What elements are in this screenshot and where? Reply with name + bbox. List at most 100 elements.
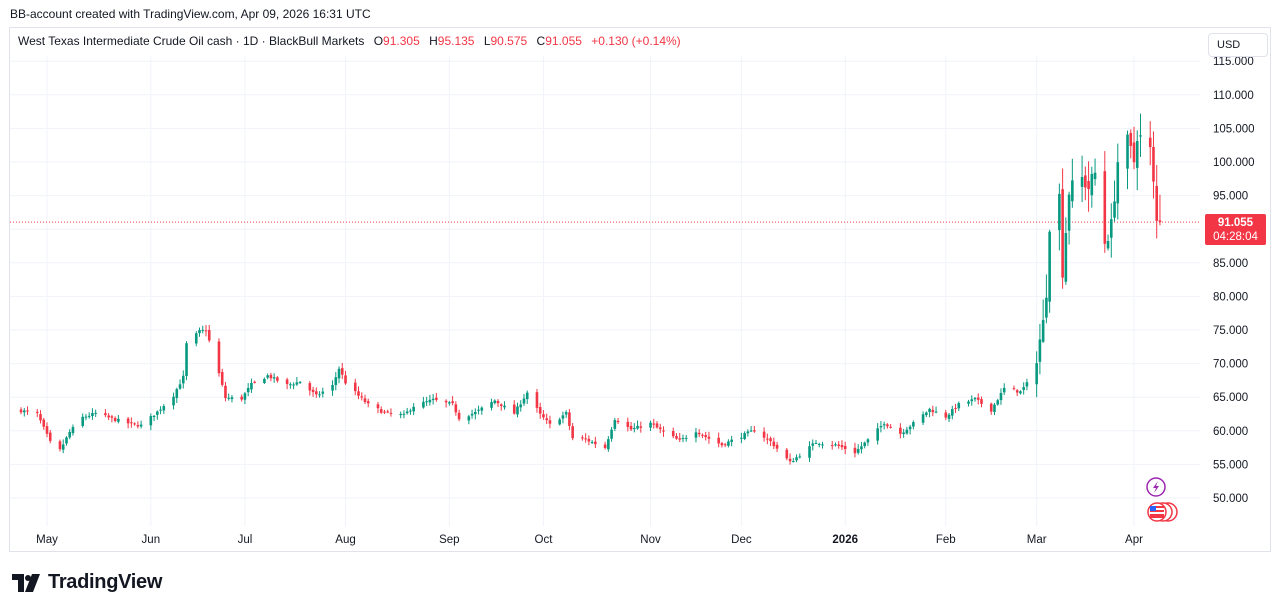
symbol-legend[interactable]: West Texas Intermediate Crude Oil cash ·…: [18, 34, 681, 48]
candle-body: [795, 457, 798, 461]
candle-body: [104, 413, 107, 416]
time-tick-label: Jun: [142, 534, 161, 546]
candle-body: [542, 414, 545, 418]
change-value: +0.130 (+0.14%): [591, 34, 681, 48]
candle-body: [785, 449, 789, 459]
lightning-event-icon[interactable]: [1146, 477, 1166, 497]
candle-body: [454, 404, 458, 413]
candle-body: [201, 329, 205, 331]
candle-body: [616, 420, 620, 423]
candle-body: [422, 401, 425, 408]
candle-body: [723, 444, 727, 446]
low-value: 90.575: [490, 34, 528, 48]
candle-body: [908, 426, 912, 430]
time-tick-label: Sep: [439, 534, 459, 546]
candle-body: [45, 426, 49, 434]
candle-body: [954, 407, 957, 409]
candle-body: [39, 414, 42, 421]
candle-body: [175, 389, 179, 398]
candle-body: [905, 429, 909, 434]
candle-body: [470, 413, 474, 416]
candle-body: [266, 375, 269, 378]
candle-body: [886, 424, 889, 427]
candle-body: [353, 382, 357, 392]
candle-body: [321, 391, 325, 394]
candle-body: [295, 382, 299, 385]
candle-body: [973, 398, 977, 400]
candle-body: [227, 397, 231, 399]
time-tick-label: Aug: [335, 534, 355, 546]
price-tick-label: 100.000: [1213, 157, 1255, 169]
candle-body: [496, 400, 500, 404]
candle-body: [178, 384, 182, 389]
tradingview-logo[interactable]: TradingView: [12, 571, 162, 594]
candle-body: [162, 406, 166, 411]
candle-body: [830, 445, 834, 447]
candle-body: [451, 401, 454, 404]
candle-body: [65, 437, 68, 444]
candle-body: [704, 435, 707, 438]
candle-body: [746, 431, 750, 434]
candle-body: [853, 447, 857, 454]
candle-body: [172, 396, 175, 406]
candle-body: [376, 404, 380, 409]
candle-body: [402, 413, 406, 415]
bar-countdown: 04:28:04: [1213, 231, 1258, 243]
candle-body: [35, 411, 39, 413]
candle-body: [860, 446, 863, 450]
candle-body: [240, 396, 243, 400]
candle-body: [587, 438, 591, 442]
candle-body: [899, 427, 902, 434]
candle-body: [246, 388, 250, 393]
candle-body: [649, 422, 652, 428]
candle-body: [194, 333, 198, 344]
candle-body: [1015, 390, 1019, 393]
candle-body: [629, 425, 633, 430]
candle-body: [837, 444, 841, 446]
close-label: C: [536, 34, 546, 48]
candle-body: [1158, 220, 1162, 223]
candle-body: [152, 415, 156, 417]
candle-body: [399, 414, 402, 416]
candle-body: [626, 421, 630, 427]
time-axis: May Jun Jul Aug Sep Oct Nov Dec 2026 Feb Mar Apr: [36, 534, 1143, 546]
candle-body: [139, 424, 143, 427]
candle-body: [1058, 193, 1061, 231]
candle-body: [490, 402, 493, 408]
candle-body: [263, 378, 266, 383]
candle-body: [925, 412, 928, 416]
candle-body: [571, 426, 574, 439]
candle-body: [610, 429, 613, 439]
candle-body: [334, 377, 338, 386]
candle-body: [133, 423, 136, 425]
price-tick-label: 75.000: [1213, 325, 1248, 337]
us-flag-event-icon[interactable]: [1147, 502, 1178, 522]
candle-body: [535, 392, 539, 408]
candle-body: [207, 330, 211, 341]
candle-body: [337, 368, 341, 379]
candle-body: [769, 438, 772, 442]
price-tick-label: 80.000: [1213, 291, 1248, 303]
candle-body: [694, 432, 698, 438]
candle-body: [967, 401, 970, 404]
currency-button[interactable]: USD: [1208, 33, 1268, 57]
candle-body: [1139, 135, 1142, 137]
candle-body: [1071, 180, 1074, 202]
candle-body: [603, 444, 607, 448]
candle-body: [743, 433, 746, 439]
candle-body: [976, 397, 980, 400]
candle-body: [156, 411, 159, 415]
candle-body: [26, 410, 29, 412]
last-price-tag: 91.055 04:28:04: [1205, 214, 1266, 245]
candle-body: [584, 438, 587, 440]
open-value: 91.305: [383, 34, 420, 48]
candle-body: [1084, 175, 1087, 188]
candle-body: [87, 415, 91, 417]
candle-body: [817, 443, 821, 445]
candle-body: [159, 409, 162, 411]
candle-body: [113, 417, 117, 422]
tradingview-logo-icon: [12, 573, 40, 592]
candle-body: [1067, 194, 1071, 231]
symbol-title[interactable]: West Texas Intermediate Crude Oil cash ·…: [18, 34, 365, 48]
